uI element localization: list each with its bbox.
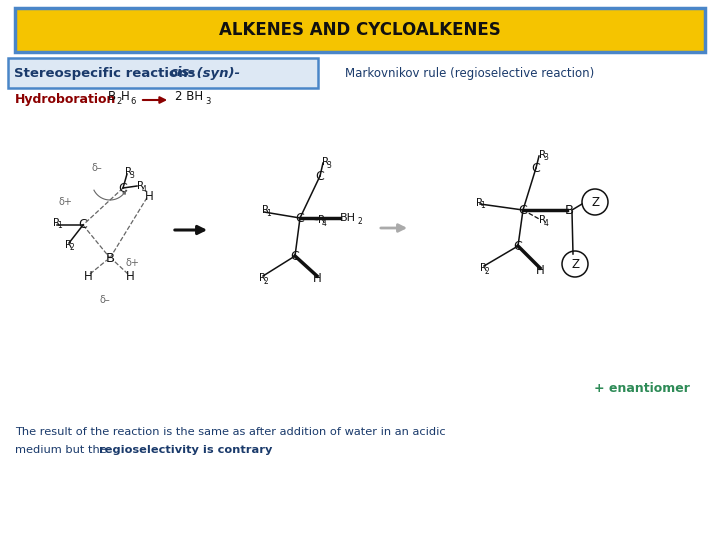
Text: R: R xyxy=(476,198,483,208)
Text: 1: 1 xyxy=(480,201,485,211)
Text: R: R xyxy=(480,263,487,273)
Text: δ–: δ– xyxy=(99,295,110,305)
Text: B: B xyxy=(105,252,114,265)
Text: 1: 1 xyxy=(266,208,271,218)
Text: ALKENES AND CYCLOALKENES: ALKENES AND CYCLOALKENES xyxy=(219,21,501,39)
Text: R: R xyxy=(262,205,269,215)
Text: δ–: δ– xyxy=(91,163,102,173)
Text: B: B xyxy=(108,91,116,104)
Text: C: C xyxy=(513,240,523,253)
Text: 3: 3 xyxy=(326,160,331,170)
Text: H: H xyxy=(312,272,321,285)
Text: C: C xyxy=(119,181,127,194)
Text: regioselectivity is contrary: regioselectivity is contrary xyxy=(99,445,272,455)
Text: The result of the reaction is the same as after addition of water in an acidic: The result of the reaction is the same a… xyxy=(15,427,446,437)
Text: Z: Z xyxy=(571,258,579,271)
Text: + enantiomer: + enantiomer xyxy=(594,381,690,395)
Text: 2: 2 xyxy=(69,244,74,253)
Text: H: H xyxy=(145,190,153,202)
Text: R: R xyxy=(137,181,144,191)
Text: R: R xyxy=(539,150,546,160)
Text: 4: 4 xyxy=(543,219,548,227)
Text: R: R xyxy=(539,215,546,225)
Text: R: R xyxy=(322,157,329,167)
Text: 3: 3 xyxy=(129,171,134,179)
Text: C: C xyxy=(518,204,527,217)
Text: BH: BH xyxy=(340,213,356,223)
Text: Markovnikov rule (regioselective reaction): Markovnikov rule (regioselective reactio… xyxy=(345,66,594,79)
Text: R: R xyxy=(318,215,325,225)
Text: (syn)-: (syn)- xyxy=(192,66,240,79)
Text: 2: 2 xyxy=(116,97,121,105)
Text: Hydroboration: Hydroboration xyxy=(15,93,117,106)
Text: R: R xyxy=(259,273,266,283)
Text: δ+: δ+ xyxy=(125,258,139,268)
Text: 2: 2 xyxy=(358,218,363,226)
Text: H: H xyxy=(84,269,92,282)
Text: R: R xyxy=(53,218,60,228)
Text: H: H xyxy=(125,269,135,282)
Text: C: C xyxy=(531,161,541,174)
FancyBboxPatch shape xyxy=(15,8,705,52)
Text: 4: 4 xyxy=(322,219,327,227)
Text: C: C xyxy=(291,249,300,262)
Text: R: R xyxy=(65,240,72,250)
Text: C: C xyxy=(315,170,325,183)
Text: C: C xyxy=(78,219,87,232)
Text: 2: 2 xyxy=(263,276,268,286)
Text: δ+: δ+ xyxy=(58,197,72,207)
Text: H: H xyxy=(536,264,544,276)
Text: 2 BH: 2 BH xyxy=(175,91,203,104)
Text: Stereospecific reactions: Stereospecific reactions xyxy=(14,66,204,79)
Text: medium but the: medium but the xyxy=(15,445,110,455)
Text: C: C xyxy=(296,212,305,225)
Text: R: R xyxy=(125,167,132,177)
Text: cis-: cis- xyxy=(170,66,196,79)
Text: 3: 3 xyxy=(205,97,210,105)
Text: 6: 6 xyxy=(130,97,135,105)
Text: B: B xyxy=(564,204,574,217)
Text: 3: 3 xyxy=(543,153,548,163)
FancyBboxPatch shape xyxy=(8,58,318,88)
Text: 4: 4 xyxy=(141,185,146,193)
Text: 1: 1 xyxy=(57,221,62,231)
Text: H: H xyxy=(121,91,130,104)
Text: 2: 2 xyxy=(484,267,489,275)
Text: Z: Z xyxy=(591,195,599,208)
